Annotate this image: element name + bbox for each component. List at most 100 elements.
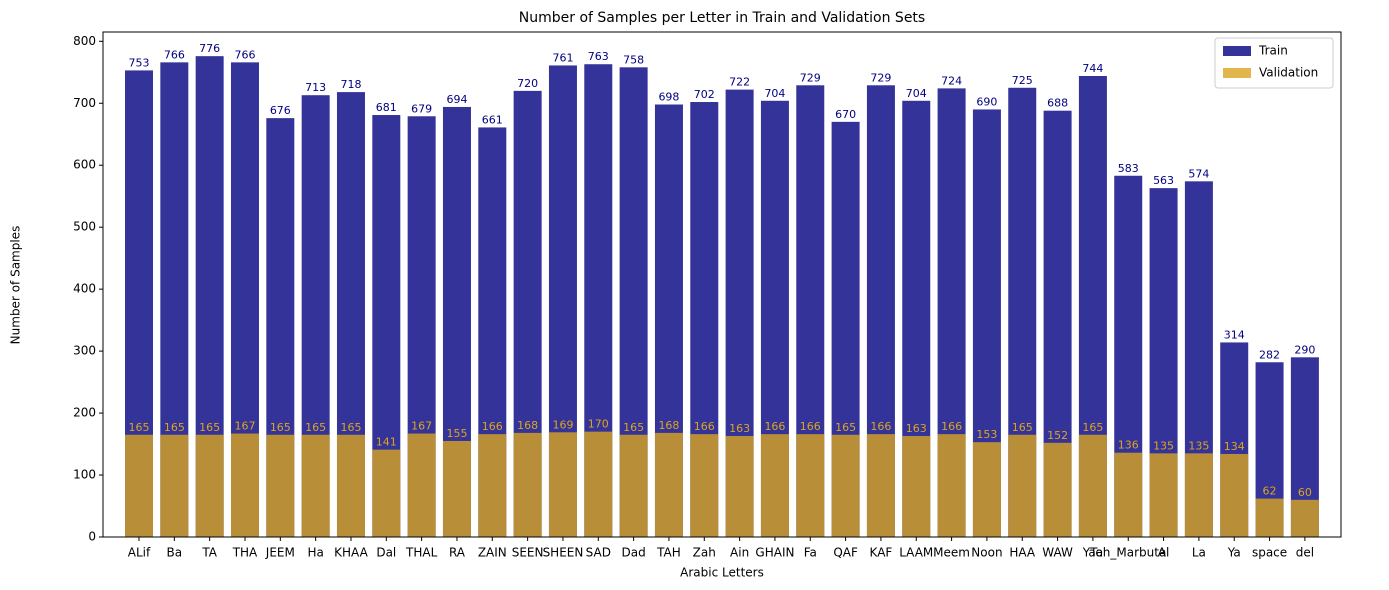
value-label: 314 [1224,328,1245,341]
value-label: 163 [729,422,750,435]
x-tick-label: Ain [730,546,749,560]
bar [654,432,683,537]
value-label: 290 [1294,343,1315,356]
bar [513,432,542,537]
x-tick-label: THAL [405,546,438,560]
bar [301,434,330,537]
x-tick-label: Teh_Marbuta [1089,546,1166,560]
value-label: 135 [1153,439,1174,452]
value-label: 583 [1118,162,1139,175]
bar [478,434,507,537]
value-label: 690 [976,95,997,108]
value-label: 165 [1082,421,1103,434]
value-label: 282 [1259,348,1280,361]
plot-frame [102,31,1342,538]
bar [725,436,754,537]
legend-label: Validation [1259,66,1318,80]
bar [584,431,613,537]
value-label: 725 [1012,74,1033,87]
value-label: 170 [588,418,609,431]
value-label: 60 [1298,486,1312,499]
value-label: 167 [411,420,432,433]
value-label: 676 [270,104,291,117]
value-label: 168 [517,419,538,432]
x-tick-label: ZAIN [478,546,507,560]
x-tick-label: Al [1158,546,1170,560]
value-label: 702 [694,88,715,101]
value-label: 136 [1118,439,1139,452]
bar [372,449,401,537]
value-label: 679 [411,102,432,115]
x-tick-label: Dad [622,546,646,560]
x-tick-label: Noon [971,546,1002,560]
bar [160,434,189,537]
x-tick-label: TAH [656,546,681,560]
y-tick-label: 500 [73,220,96,234]
value-label: 722 [729,76,750,89]
bar [336,434,365,537]
bar [866,434,895,537]
bar [619,434,648,537]
legend-swatch [1223,46,1251,56]
x-tick-label: WAW [1042,546,1073,560]
x-tick-label: LAAM [899,546,933,560]
value-label: 166 [694,420,715,433]
value-label: 169 [552,418,573,431]
y-tick-label: 800 [73,34,96,48]
value-label: 166 [870,420,891,433]
bar [1220,453,1249,537]
value-label: 165 [129,421,150,434]
value-label: 688 [1047,97,1068,110]
y-tick-label: 400 [73,282,96,296]
value-label: 153 [976,428,997,441]
value-label: 166 [482,420,503,433]
value-label: 724 [941,74,962,87]
legend-swatch [1223,68,1251,78]
bar [1114,452,1143,537]
legend-label: Train [1258,44,1288,58]
value-label: 704 [906,87,927,100]
value-label: 165 [164,421,185,434]
bar [760,434,789,537]
y-tick-label: 200 [73,406,96,420]
value-label: 166 [764,420,785,433]
value-label: 718 [340,78,361,91]
x-axis-label: Arabic Letters [680,566,764,580]
y-tick-label: 300 [73,344,96,358]
value-label: 167 [234,420,255,433]
value-label: 758 [623,53,644,66]
bar [1078,434,1107,537]
x-tick-label: TA [201,546,217,560]
bar [548,432,577,537]
value-label: 729 [870,71,891,84]
value-label: 694 [446,93,467,106]
y-tick-label: 600 [73,158,96,172]
bar [442,440,471,537]
value-label: 744 [1082,62,1103,75]
value-label: 163 [906,422,927,435]
x-tick-label: SAD [586,546,611,560]
value-label: 753 [129,56,150,69]
x-tick-label: Ba [167,546,183,560]
bar [125,434,153,537]
x-tick-label: GHAIN [755,546,794,560]
value-label: 766 [164,48,185,61]
value-label: 166 [800,420,821,433]
value-label: 574 [1188,167,1209,180]
bar [1043,442,1072,537]
bar [1255,498,1284,537]
value-label: 165 [305,421,326,434]
x-tick-label: Dal [376,546,396,560]
value-label: 62 [1263,485,1277,498]
value-label: 704 [764,87,785,100]
value-label: 763 [588,50,609,63]
x-tick-label: KHAA [334,546,368,560]
value-label: 563 [1153,174,1174,187]
x-tick-label: RA [449,546,466,560]
value-label: 165 [199,421,220,434]
bar [902,436,931,537]
value-label: 681 [376,101,397,114]
x-tick-label: Yaa [1082,546,1103,560]
x-tick-label: THA [232,546,258,560]
bar [407,433,436,537]
